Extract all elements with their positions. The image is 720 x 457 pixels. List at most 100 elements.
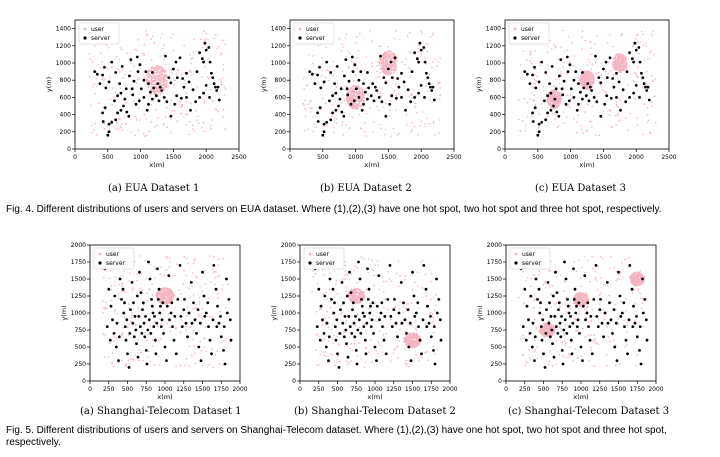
user-point (563, 50, 565, 52)
user-point (126, 52, 128, 55)
user-point (144, 278, 147, 280)
user-point (410, 130, 412, 133)
user-point (625, 61, 628, 63)
user-point (416, 285, 419, 287)
user-point (153, 83, 156, 86)
server-point (133, 315, 137, 318)
user-point (158, 74, 161, 77)
legend-box (303, 247, 345, 270)
legend-user-label: user (91, 26, 105, 33)
user-point (559, 98, 562, 100)
user-point (179, 106, 182, 108)
server-point (333, 325, 337, 328)
server-point (332, 311, 336, 315)
x-tick-label: 0 (88, 386, 92, 393)
user-point (118, 58, 121, 61)
user-point (307, 128, 309, 131)
server-point (632, 60, 635, 64)
user-hotspot (611, 52, 628, 74)
user-point (436, 348, 439, 351)
user-point (634, 319, 636, 322)
server-point (359, 332, 363, 335)
user-point (576, 356, 579, 359)
server-point (109, 304, 113, 308)
server-point (354, 315, 357, 318)
user-point (339, 313, 342, 316)
user-point (647, 119, 650, 121)
legend-server-marker (308, 261, 312, 265)
user-point (624, 57, 626, 59)
server-point (567, 99, 571, 103)
user-point (583, 84, 586, 86)
x-tick-label: 1250 (176, 386, 191, 393)
y-tick-label: 400 (275, 112, 287, 119)
y-tick-label: 400 (490, 112, 502, 119)
user-point (534, 68, 537, 70)
server-point (646, 85, 650, 89)
user-point (562, 66, 564, 68)
server-point (189, 281, 193, 284)
user-point (160, 322, 162, 325)
user-point (350, 273, 353, 275)
user-point (109, 98, 112, 101)
user-point (559, 274, 562, 276)
user-point (133, 100, 136, 102)
user-point (589, 322, 591, 325)
server-point (225, 311, 229, 315)
user-point (353, 65, 356, 68)
user-point (628, 112, 631, 115)
user-point (159, 293, 161, 295)
server-point (432, 98, 436, 102)
user-point (563, 334, 566, 337)
server-point (189, 108, 192, 112)
user-point (174, 307, 176, 309)
server-point (369, 94, 373, 98)
user-point (121, 333, 123, 335)
user-point (641, 133, 644, 136)
server-point (123, 301, 126, 305)
server-point (358, 277, 362, 281)
user-point (116, 313, 118, 315)
server-point (318, 106, 322, 110)
y-axis-label: y(m) (60, 305, 68, 320)
user-point (562, 111, 565, 113)
user-point (127, 303, 130, 305)
server-point (393, 298, 396, 301)
y-tick-label: 1000 (56, 60, 71, 67)
user-point (344, 261, 346, 263)
user-point (585, 130, 588, 133)
user-point (168, 289, 171, 292)
x-tick-label: 1500 (596, 154, 611, 161)
user-point (353, 342, 356, 345)
user-point (550, 331, 553, 334)
user-point (403, 338, 406, 340)
user-point (602, 110, 605, 112)
user-point (620, 99, 622, 102)
server-point (149, 90, 152, 94)
user-point (147, 77, 149, 80)
user-point (166, 288, 169, 290)
user-point (411, 92, 414, 95)
user-point (200, 76, 203, 78)
user-point (137, 339, 140, 341)
server-point (110, 60, 114, 64)
user-point (164, 70, 167, 72)
server-point (173, 315, 177, 318)
user-point (394, 348, 397, 351)
user-point (159, 266, 162, 268)
user-point (385, 102, 387, 105)
user-point (351, 85, 354, 88)
user-point (184, 325, 187, 328)
user-point (204, 283, 207, 285)
scatter-chart-eua_1: 0 500 1000 1500 2000 250002004006008001000120… (45, 19, 247, 169)
server-point (318, 65, 321, 69)
user-point (216, 47, 219, 50)
user-point (344, 278, 347, 281)
user-point (365, 347, 367, 350)
user-point (591, 309, 593, 311)
user-point (221, 84, 224, 86)
user-point (340, 86, 343, 88)
user-point (155, 109, 157, 111)
user-point (164, 116, 167, 118)
user-point (597, 71, 599, 74)
